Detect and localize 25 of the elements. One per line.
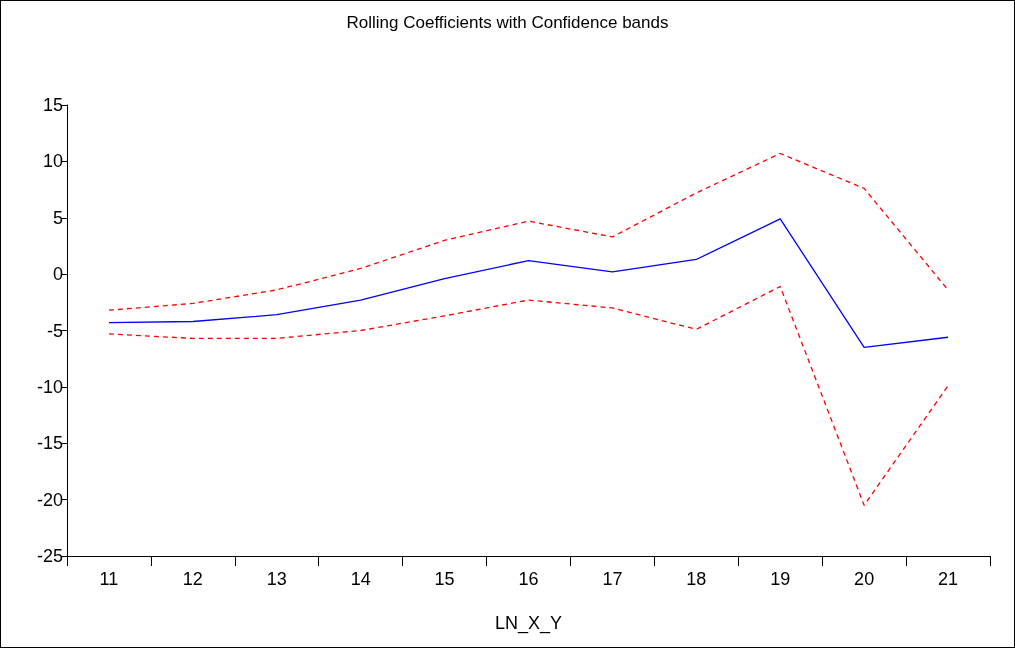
chart-title: Rolling Coefficients with Confidence bands [346, 13, 669, 32]
y-tick-label: -15 [36, 433, 63, 454]
y-tick-label: -20 [36, 489, 63, 510]
y-tick-label: 10 [42, 151, 63, 172]
y-tick-label: 15 [42, 95, 63, 115]
x-tick-label: 18 [686, 569, 707, 589]
x-tick-label: 21 [938, 569, 959, 589]
line-series [108, 285, 949, 506]
x-tick-label: 20 [854, 569, 875, 589]
line-series [108, 152, 949, 311]
x-tick-label: 11 [99, 569, 119, 589]
x-tick-label: 15 [434, 569, 455, 589]
x-tick-label: 14 [350, 569, 371, 589]
x-tick-label: 17 [602, 569, 623, 589]
y-tick-label: -10 [36, 376, 63, 397]
x-tick-label: 16 [518, 569, 539, 589]
line-series [108, 218, 949, 349]
y-tick-label: 5 [52, 207, 63, 228]
x-tick-label: 12 [182, 569, 203, 589]
y-tick-label: 0 [52, 264, 63, 285]
x-tick-label: 13 [266, 569, 287, 589]
y-tick-label: -25 [36, 546, 63, 566]
y-tick-label: -5 [46, 320, 63, 341]
x-axis-title: LN_X_Y [494, 613, 563, 634]
x-tick-label: 19 [770, 569, 791, 589]
